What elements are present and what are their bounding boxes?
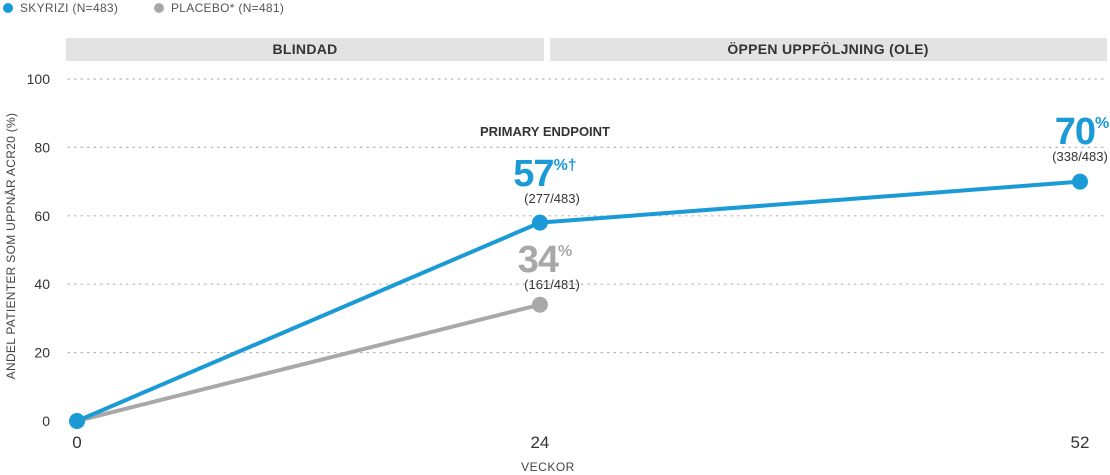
legend-label-placebo: PLACEBO* (N=481) xyxy=(171,1,284,15)
phase-band-ole xyxy=(550,38,1107,61)
x-tick-label-0: 0 xyxy=(72,433,81,452)
primary-endpoint-label: PRIMARY ENDPOINT xyxy=(480,124,610,139)
y-axis-ticks: 0 20 40 60 80 100 xyxy=(27,71,51,429)
placebo-week24-suffix: % xyxy=(558,243,572,260)
y-tick-label-60: 60 xyxy=(34,208,50,224)
skyrizi-week24-suffix: %† xyxy=(554,157,577,174)
skyrizi-week52-annotation: 70% (338/483) xyxy=(1052,111,1109,164)
legend: SKYRIZI (N=483) PLACEBO* (N=481) xyxy=(3,1,284,15)
skyrizi-point-week-24 xyxy=(531,214,548,231)
legend-marker-placebo xyxy=(154,3,164,13)
x-axis-title: VECKOR xyxy=(521,460,575,474)
x-tick-label-24: 24 xyxy=(530,433,549,452)
phase-bands: BLINDAD ÖPPEN UPPFÖLJNING (OLE) xyxy=(66,38,1107,61)
placebo-line xyxy=(75,302,542,423)
skyrizi-week24-value-text: 57%† xyxy=(513,153,576,195)
placebo-week24-value: 34 xyxy=(518,239,559,281)
phase-label-blinded: BLINDAD xyxy=(272,41,337,57)
y-tick-label-80: 80 xyxy=(34,139,50,155)
skyrizi-point-week-0 xyxy=(69,413,85,429)
phase-label-ole: ÖPPEN UPPFÖLJNING (OLE) xyxy=(727,41,928,57)
legend-label-skyrizi: SKYRIZI (N=483) xyxy=(20,1,118,15)
y-tick-label-100: 100 xyxy=(27,71,51,87)
y-tick-label-20: 20 xyxy=(34,345,50,361)
skyrizi-week52-detail: (338/483) xyxy=(1052,149,1108,164)
y-tick-label-0: 0 xyxy=(42,413,50,429)
series-points xyxy=(69,173,1088,429)
skyrizi-week52-value-text: 70% xyxy=(1055,111,1110,153)
skyrizi-week52-value: 70 xyxy=(1055,111,1095,153)
phase-band-blinded xyxy=(66,38,544,61)
placebo-point-week-24 xyxy=(531,296,548,313)
placebo-week24-annotation: 34% (161/481) xyxy=(518,239,580,292)
skyrizi-week24-value: 57 xyxy=(513,153,553,195)
placebo-week24-value-text: 34% xyxy=(518,239,573,281)
legend-marker-skyrizi xyxy=(3,3,13,13)
series-lines xyxy=(75,179,1082,423)
skyrizi-week24-annotation: 57%† (277/483) xyxy=(513,153,580,206)
skyrizi-week24-detail: (277/483) xyxy=(524,191,580,206)
placebo-week24-detail: (161/481) xyxy=(524,277,580,292)
y-gridlines xyxy=(67,78,1109,354)
x-axis-ticks: 0 24 52 xyxy=(72,433,1089,452)
x-tick-label-52: 52 xyxy=(1071,433,1090,452)
skyrizi-week52-suffix: % xyxy=(1095,115,1109,132)
y-axis-title: ANDEL PATIENTER SOM UPPNÅR ACR20 (%) xyxy=(3,113,18,380)
y-tick-label-40: 40 xyxy=(34,276,50,292)
skyrizi-point-week-52 xyxy=(1072,173,1088,190)
